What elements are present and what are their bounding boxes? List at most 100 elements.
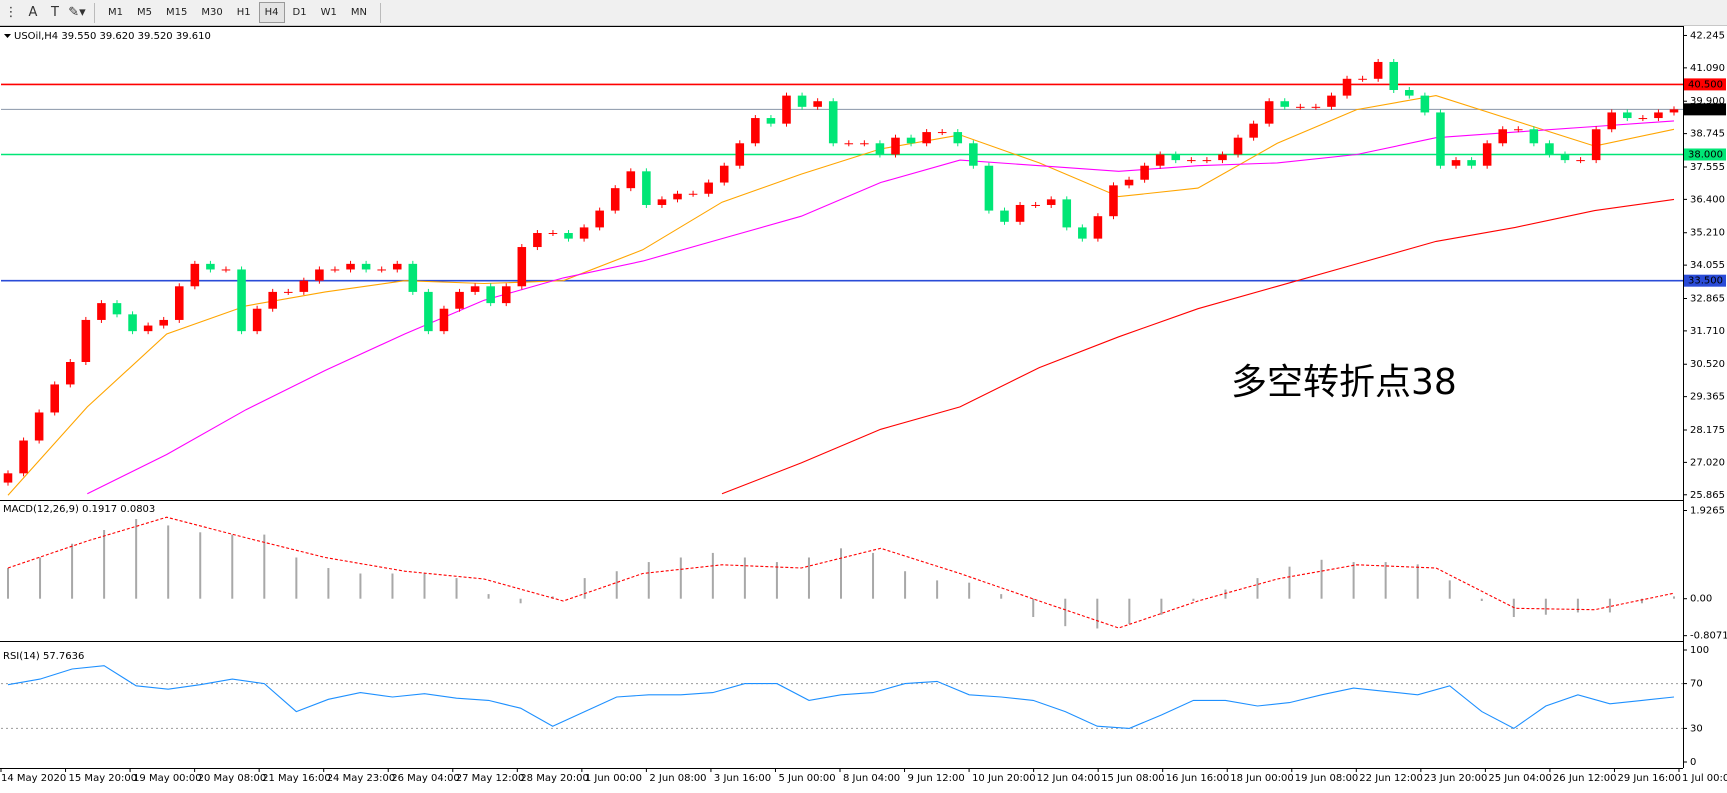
x-tick-label: 2 Jun 08:00 — [649, 773, 706, 784]
macd-signal — [7, 516, 1675, 629]
panel-title: USOil,H4 39.550 39.620 39.520 39.610 — [14, 31, 211, 42]
x-tick-label: 1 Jun 00:00 — [585, 773, 642, 784]
candle — [1389, 61, 1399, 91]
candle — [1171, 154, 1181, 161]
macd-bar — [39, 557, 42, 599]
chart: USOil,H4 39.550 39.620 39.520 39.610 42.2… — [0, 26, 1727, 784]
candle — [1669, 109, 1679, 113]
candle — [299, 280, 309, 292]
candle — [1467, 160, 1476, 166]
timeframe-button[interactable]: MN — [350, 7, 367, 18]
macd-bar — [1673, 596, 1675, 599]
macd-bar — [295, 557, 298, 599]
candle — [1436, 112, 1445, 166]
candle — [1607, 112, 1617, 130]
macd-bar — [904, 571, 907, 599]
candle — [937, 132, 947, 134]
price-level-label: 33.500 — [1688, 276, 1723, 287]
title-marker — [4, 34, 11, 38]
macd-bar — [679, 557, 682, 599]
macd-bar — [231, 534, 234, 599]
macd-bar — [1288, 566, 1291, 599]
candle — [1373, 61, 1383, 79]
x-tick-label: 10 Jun 20:00 — [972, 773, 1036, 784]
candle — [657, 199, 667, 205]
y-tick-label: 35.210 — [1690, 228, 1725, 239]
y-tick-label: 41.090 — [1690, 63, 1725, 74]
macd-bar — [711, 552, 714, 599]
timeframe-button[interactable]: H4 — [258, 2, 285, 23]
candle — [533, 233, 542, 248]
candle — [1062, 199, 1072, 228]
x-tick-label: 12 Jun 04:00 — [1037, 773, 1101, 784]
candle — [844, 143, 854, 145]
candle — [1482, 143, 1492, 166]
timeframe-button[interactable]: M30 — [201, 7, 223, 18]
toolbar-icon[interactable]: ⋮ — [4, 5, 18, 20]
y-tick-label: 70 — [1690, 679, 1703, 690]
macd-bar — [103, 530, 106, 599]
candle — [206, 263, 215, 270]
macd-bar — [1128, 598, 1131, 624]
macd-bar — [1320, 559, 1323, 599]
macd-bar — [455, 578, 458, 599]
candle — [50, 384, 59, 413]
timeframe-button[interactable]: M1 — [108, 7, 123, 18]
candle — [112, 303, 122, 315]
moving-average — [721, 198, 1675, 495]
timeframe-button[interactable]: H1 — [236, 7, 251, 18]
candle — [1015, 204, 1025, 222]
candle — [626, 171, 636, 189]
candle — [797, 95, 807, 107]
candle — [1249, 123, 1258, 138]
candle — [424, 291, 433, 332]
candle — [1591, 129, 1601, 161]
candle — [719, 165, 729, 183]
candle — [283, 291, 293, 293]
x-tick-label: 25 Jun 04:00 — [1488, 773, 1552, 784]
macd-bar — [1032, 598, 1035, 618]
macd-bar — [1224, 589, 1227, 599]
panel-title: RSI(14) 57.7636 — [3, 651, 84, 662]
timeframe-button[interactable]: M15 — [166, 7, 188, 18]
timeframe-button[interactable]: M5 — [137, 7, 152, 18]
macd-bar — [519, 598, 522, 604]
candle — [922, 132, 931, 144]
timeframe-button[interactable]: W1 — [320, 7, 337, 18]
macd-bar — [1480, 598, 1483, 601]
y-tick-label: 30 — [1690, 723, 1703, 734]
x-tick-label: 3 Jun 16:00 — [714, 773, 771, 784]
moving-average — [7, 95, 1675, 496]
candle — [1078, 227, 1087, 239]
candle — [704, 182, 713, 194]
label-tool[interactable]: T — [51, 5, 59, 20]
macd-bar — [743, 557, 746, 599]
macd-bar — [263, 534, 266, 599]
rsi-line — [7, 665, 1675, 730]
x-tick-label: 26 Jun 12:00 — [1553, 773, 1617, 784]
toolbar: ⋮ A T ✎▾ M1 M5 M15 M30 H1 H4 D1 W1 MN — [0, 0, 1727, 26]
candle — [143, 325, 153, 332]
macd-bar — [840, 548, 842, 599]
price-level-tag — [1684, 78, 1726, 91]
macd-bar — [423, 573, 426, 599]
timeframe-button[interactable]: D1 — [292, 7, 307, 18]
macd-bar — [1192, 598, 1195, 601]
y-tick-label: 0.00 — [1690, 594, 1712, 605]
y-tick-label: 37.555 — [1690, 162, 1725, 173]
macd-bar — [167, 525, 170, 599]
macd-bar — [775, 562, 778, 599]
candle — [237, 269, 246, 332]
y-tick-label: 34.055 — [1690, 260, 1725, 271]
arrow-tool[interactable]: ✎▾ — [68, 5, 86, 20]
text-tool[interactable]: A — [28, 5, 38, 20]
candle — [579, 227, 589, 239]
macd-bar — [1608, 598, 1611, 613]
macd-bar — [1544, 598, 1547, 615]
moving-average — [87, 120, 1675, 495]
macd-bar — [936, 580, 939, 599]
candle — [1155, 154, 1165, 166]
y-tick-label: 38.745 — [1690, 129, 1725, 140]
candle — [984, 165, 994, 211]
